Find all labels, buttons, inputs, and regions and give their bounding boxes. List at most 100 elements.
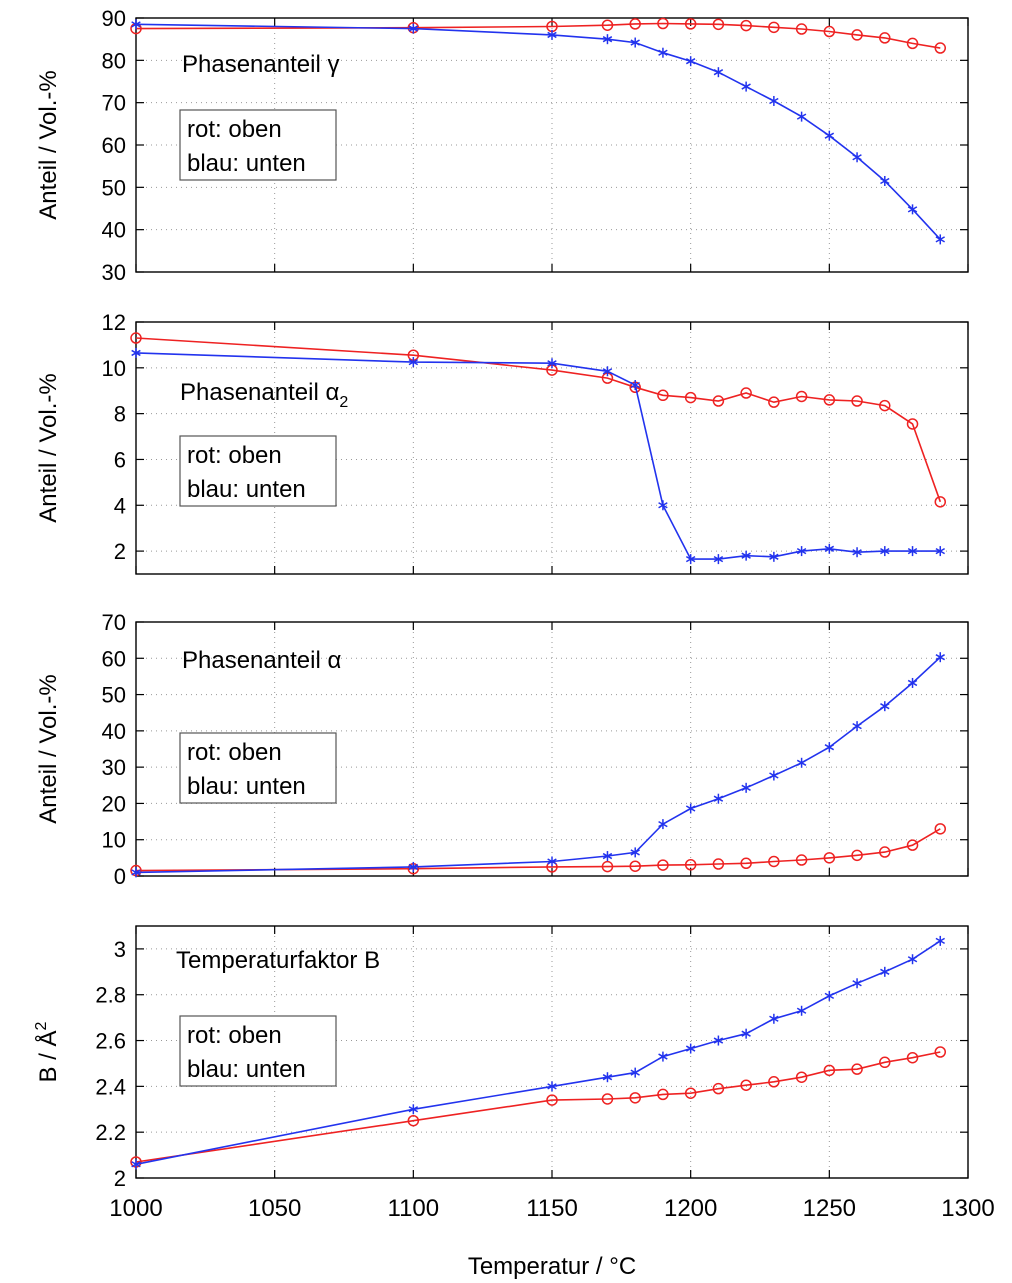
data-point	[907, 677, 918, 688]
y-tick-label: 4	[114, 493, 126, 518]
data-point	[657, 389, 669, 402]
data-point	[906, 1051, 919, 1064]
y-tick-label: 60	[102, 646, 126, 671]
data-point	[602, 851, 613, 862]
y-tick-label: 30	[102, 755, 126, 780]
data-point	[795, 854, 808, 866]
data-point	[712, 1082, 725, 1095]
data-point	[685, 56, 696, 67]
y-tick-label: 20	[102, 791, 126, 816]
legend-entry: rot: oben	[187, 1022, 282, 1049]
data-point	[602, 34, 613, 45]
data-point	[796, 546, 807, 557]
y-axis-title-text: Anteil / Vol.-%	[35, 70, 62, 219]
data-point	[408, 357, 419, 368]
data-point	[907, 204, 918, 215]
data-point	[823, 1064, 836, 1077]
y-tick-label: 10	[102, 828, 126, 853]
x-tick-label: 1050	[248, 1195, 301, 1222]
data-point	[852, 547, 862, 558]
y-tick-label: 2	[114, 1166, 126, 1191]
data-point	[712, 395, 725, 407]
series-line	[135, 828, 941, 872]
data-point	[740, 19, 752, 32]
data-point	[547, 1081, 557, 1092]
data-point	[712, 18, 725, 31]
data-point	[131, 1159, 141, 1170]
legend-box	[179, 109, 337, 181]
data-point	[713, 1035, 724, 1046]
y-tick-label: 2.6	[95, 1029, 126, 1054]
y-tick-label: 70	[102, 610, 126, 635]
y-tick-label: 10	[102, 356, 126, 381]
data-point	[657, 1088, 669, 1101]
data-point	[601, 860, 614, 873]
series-blue	[131, 19, 945, 245]
data-point	[796, 757, 807, 768]
data-point	[906, 418, 919, 430]
data-point	[131, 19, 141, 30]
data-point	[130, 332, 142, 344]
data-point	[824, 990, 835, 1001]
data-point	[713, 67, 724, 78]
data-point	[769, 95, 779, 106]
data-point	[741, 782, 751, 793]
y-tick-label: 3	[114, 937, 126, 962]
legend-box	[179, 1015, 337, 1087]
data-point	[658, 1051, 668, 1062]
data-point	[768, 1076, 780, 1088]
plot-frame	[135, 925, 969, 1179]
data-point	[713, 554, 724, 565]
data-point	[906, 839, 919, 851]
legend-entry: rot: oben	[187, 442, 282, 469]
panel-title: Phasenanteil γ	[182, 51, 339, 78]
data-point	[740, 857, 752, 870]
data-point	[852, 152, 862, 163]
data-point	[547, 358, 557, 369]
plot-frame	[135, 17, 969, 273]
legend-box	[179, 732, 337, 804]
data-point	[684, 391, 697, 404]
data-point	[684, 859, 697, 871]
data-point	[408, 23, 419, 34]
data-point	[408, 861, 419, 872]
y-tick-label: 8	[114, 402, 126, 427]
x-tick-label: 1100	[388, 1195, 440, 1222]
series-blue	[131, 935, 945, 1170]
data-point	[795, 1071, 808, 1083]
data-point	[741, 550, 751, 561]
legend: rot: oben blau: unten	[179, 435, 337, 507]
data-point	[795, 23, 808, 35]
series-line	[135, 940, 941, 1166]
data-point	[629, 1092, 641, 1104]
y-tick-label: 40	[102, 218, 126, 243]
data-point	[796, 111, 807, 122]
data-point	[131, 867, 141, 878]
data-point	[685, 803, 696, 814]
data-point	[547, 29, 557, 40]
data-point	[408, 1104, 419, 1115]
data-point	[934, 823, 947, 835]
data-point	[630, 1067, 640, 1078]
data-point	[934, 496, 947, 508]
data-point	[935, 234, 945, 245]
series-red	[130, 332, 947, 508]
data-point	[879, 1056, 891, 1069]
data-point	[685, 1043, 696, 1054]
data-point	[712, 858, 725, 870]
data-point	[630, 847, 640, 858]
data-point	[769, 770, 779, 781]
y-tick-label: 90	[102, 6, 126, 31]
data-point	[906, 37, 919, 50]
data-point	[658, 819, 668, 830]
y-axis-title: Anteil / Vol.-%	[35, 674, 62, 823]
panel-1: 30 40 50 60 70 80 90 Anteil / Vol.-% Phasenantei…	[35, 6, 969, 285]
y-tick-label: 2.2	[95, 1120, 126, 1145]
data-point	[658, 47, 668, 58]
y-tick-label: 2.8	[95, 983, 126, 1008]
y-tick-label: 60	[102, 133, 126, 158]
data-point	[407, 1114, 420, 1127]
plot-frame	[135, 621, 969, 877]
